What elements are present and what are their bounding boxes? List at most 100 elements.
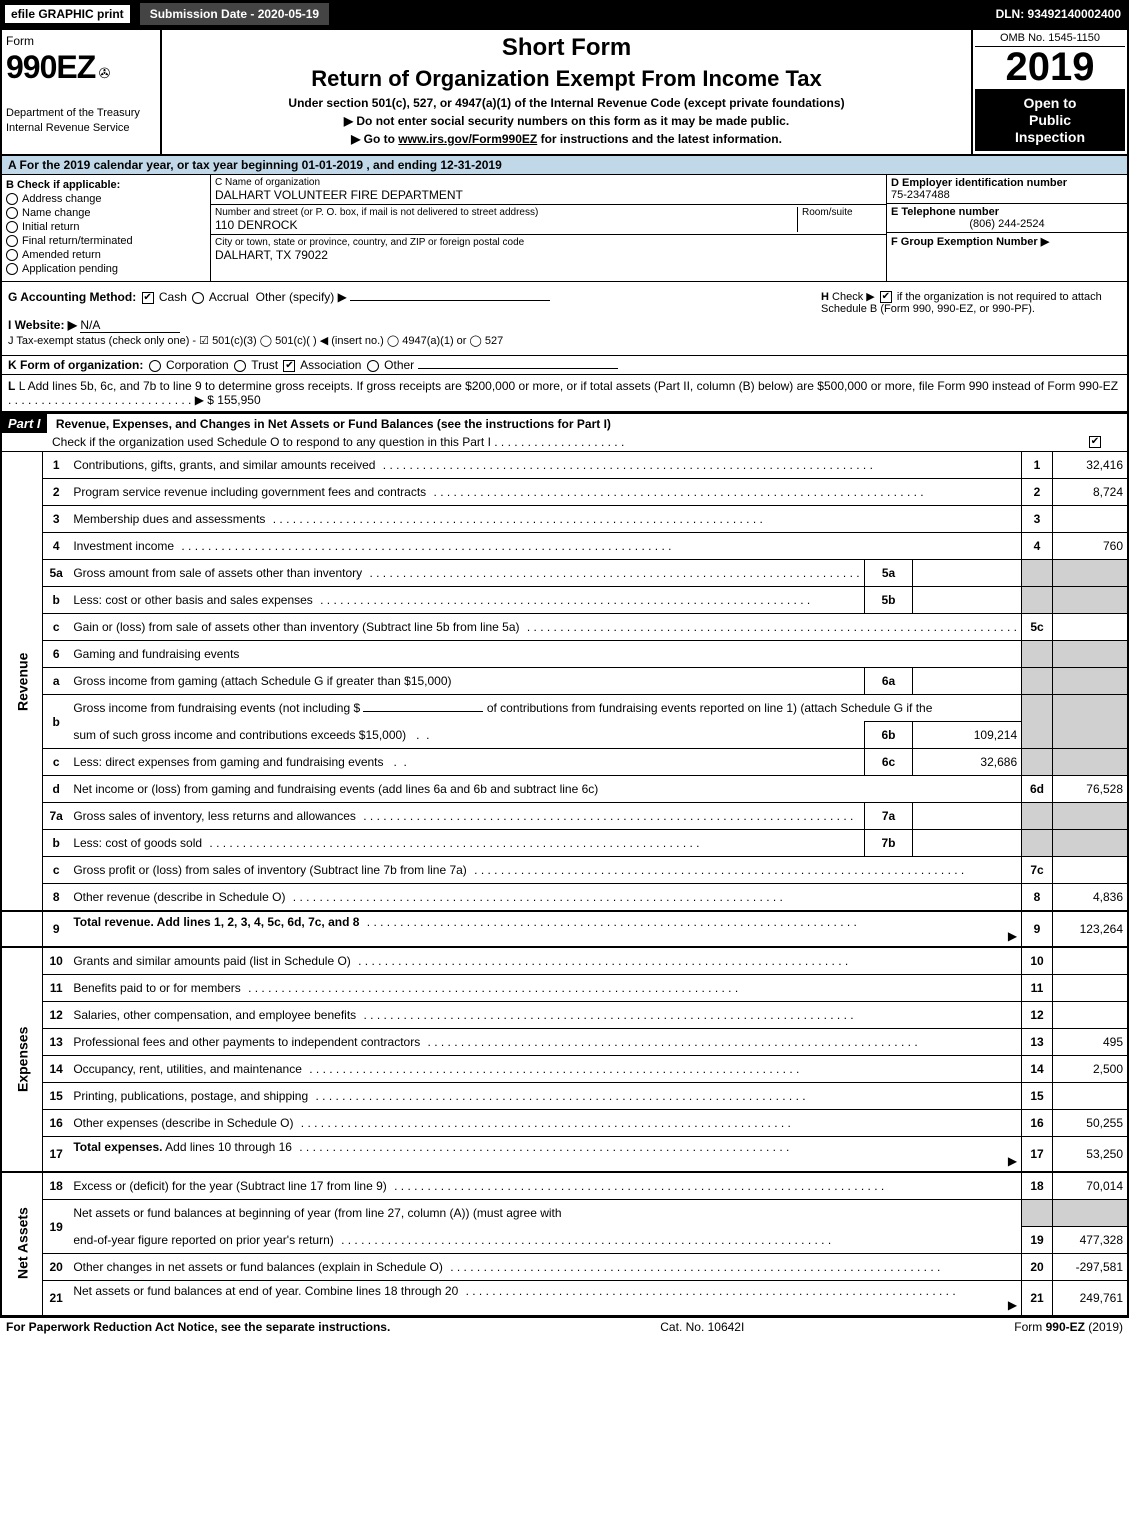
line-10-ref: 10: [1022, 947, 1053, 975]
line-1-val: 32,416: [1052, 452, 1127, 479]
line-7c-val: [1052, 857, 1127, 884]
line-17-ref: 17: [1022, 1137, 1053, 1173]
line-5a-subno: 5a: [864, 560, 913, 587]
line-9-desc: Total revenue. Add lines 1, 2, 3, 4, 5c,…: [73, 915, 363, 929]
line-5a-no: 5a: [43, 560, 70, 587]
line-21-ref: 21: [1022, 1281, 1053, 1316]
line-21-no: 21: [43, 1281, 70, 1316]
chk-trust[interactable]: [234, 360, 246, 372]
efile-print-button[interactable]: efile GRAPHIC print: [4, 4, 131, 24]
line-10-val: [1052, 947, 1127, 975]
other-method-input[interactable]: [350, 300, 550, 301]
line-6c-desc: Less: direct expenses from gaming and fu…: [69, 749, 864, 776]
line-12-ref: 12: [1022, 1002, 1053, 1029]
part-1-table: Revenue 1 Contributions, gifts, grants, …: [2, 452, 1127, 1315]
line-6-desc: Gaming and fundraising events: [69, 641, 1021, 668]
line-11-no: 11: [43, 975, 70, 1002]
line-6c-subval: 32,686: [913, 749, 1022, 776]
net-assets-side-label: Net Assets: [2, 1172, 43, 1315]
irs-label: Internal Revenue Service: [6, 122, 130, 134]
chk-amended-return[interactable]: Amended return: [6, 249, 206, 261]
other-org-input[interactable]: [418, 368, 618, 369]
line-5a-mainval-shaded: [1052, 560, 1127, 587]
header-center: Short Form Return of Organization Exempt…: [162, 30, 973, 154]
line-17-val: 53,250: [1052, 1137, 1127, 1173]
line-3-no: 3: [43, 506, 70, 533]
irs-link[interactable]: www.irs.gov/Form990EZ: [398, 132, 537, 146]
chk-initial-return[interactable]: Initial return: [6, 221, 206, 233]
line-15-val: [1052, 1083, 1127, 1110]
line-9-val: 123,264: [1052, 911, 1127, 947]
line-7b-subval: [913, 830, 1022, 857]
line-7a-subno: 7a: [864, 803, 913, 830]
street-address: 110 DENROCK: [215, 218, 797, 232]
line-6a-mainno-shaded: [1022, 668, 1053, 695]
chk-association[interactable]: [283, 360, 295, 372]
line-18-no: 18: [43, 1172, 70, 1200]
subtitle-2: ▶ Do not enter social security numbers o…: [170, 114, 963, 128]
line-14-no: 14: [43, 1056, 70, 1083]
line-6d-no: d: [43, 776, 70, 803]
chk-other-org[interactable]: [367, 360, 379, 372]
line-1-ref: 1: [1022, 452, 1053, 479]
footer-right: Form 990-EZ (2019): [1014, 1320, 1123, 1334]
line-15-ref: 15: [1022, 1083, 1053, 1110]
line-7a-mainno-shaded: [1022, 803, 1053, 830]
line-14-val: 2,500: [1052, 1056, 1127, 1083]
line-11-desc: Benefits paid to or for members: [73, 981, 244, 995]
chk-schedule-b-not-required[interactable]: [880, 291, 892, 303]
chk-schedule-o-used[interactable]: [1089, 436, 1101, 448]
line-6b-contrib-input[interactable]: [363, 711, 483, 712]
line-3-desc: Membership dues and assessments: [73, 512, 269, 526]
line-14-desc: Occupancy, rent, utilities, and maintena…: [73, 1062, 306, 1076]
line-16-val: 50,255: [1052, 1110, 1127, 1137]
line-6b-mainval-shaded: [1052, 695, 1127, 749]
line-17-no: 17: [43, 1137, 70, 1173]
row-g-h: G Accounting Method: Cash Accrual Other …: [2, 282, 1127, 356]
line-13-no: 13: [43, 1029, 70, 1056]
line-5c-ref: 5c: [1022, 614, 1053, 641]
irs-seal-icon: ✇: [99, 65, 111, 81]
line-7a-no: 7a: [43, 803, 70, 830]
org-name-label: C Name of organization: [215, 177, 882, 188]
chk-final-return[interactable]: Final return/terminated: [6, 235, 206, 247]
chk-application-pending[interactable]: Application pending: [6, 263, 206, 275]
line-5c-no: c: [43, 614, 70, 641]
line-5b-mainno-shaded: [1022, 587, 1053, 614]
chk-corporation[interactable]: [149, 360, 161, 372]
line-4-ref: 4: [1022, 533, 1053, 560]
line-6c-subno: 6c: [864, 749, 913, 776]
org-name: DALHART VOLUNTEER FIRE DEPARTMENT: [215, 188, 882, 202]
line-7a-subval: [913, 803, 1022, 830]
chk-address-change[interactable]: Address change: [6, 193, 206, 205]
line-12-val: [1052, 1002, 1127, 1029]
website-value: N/A: [80, 318, 180, 333]
line-17-desc: Total expenses. Add lines 10 through 16: [73, 1140, 296, 1154]
line-4-no: 4: [43, 533, 70, 560]
part-1-label: Part I: [2, 414, 47, 433]
line-5a-mainno-shaded: [1022, 560, 1053, 587]
line-19-mainno-shaded: [1022, 1200, 1053, 1227]
ein-value: 75-2347488: [891, 189, 1123, 201]
line-5a-subval: [913, 560, 1022, 587]
row-k-form-of-org: K Form of organization: Corporation Trus…: [2, 356, 1127, 375]
line-6-mainno-shaded: [1022, 641, 1053, 668]
short-form-title: Short Form: [170, 34, 963, 62]
line-6d-desc: Net income or (loss) from gaming and fun…: [69, 776, 1021, 803]
column-c-name-address: C Name of organization DALHART VOLUNTEER…: [211, 175, 887, 281]
footer-center: Cat. No. 10642I: [660, 1320, 744, 1334]
line-19-desc-row2: end-of-year figure reported on prior yea…: [73, 1233, 337, 1247]
line-9-ref: 9: [1022, 911, 1053, 947]
chk-name-change[interactable]: Name change: [6, 207, 206, 219]
line-6b-subval: 109,214: [913, 722, 1022, 749]
form-label: Form: [6, 34, 34, 48]
part-1-title: Revenue, Expenses, and Changes in Net As…: [50, 417, 611, 431]
chk-accrual[interactable]: [192, 292, 204, 304]
column-b-checkboxes: B Check if applicable: Address change Na…: [2, 175, 211, 281]
line-6b-mainno-shaded: [1022, 695, 1053, 749]
line-7c-no: c: [43, 857, 70, 884]
line-6d-val: 76,528: [1052, 776, 1127, 803]
chk-cash[interactable]: [142, 292, 154, 304]
line-6a-subno: 6a: [864, 668, 913, 695]
line-12-desc: Salaries, other compensation, and employ…: [73, 1008, 360, 1022]
